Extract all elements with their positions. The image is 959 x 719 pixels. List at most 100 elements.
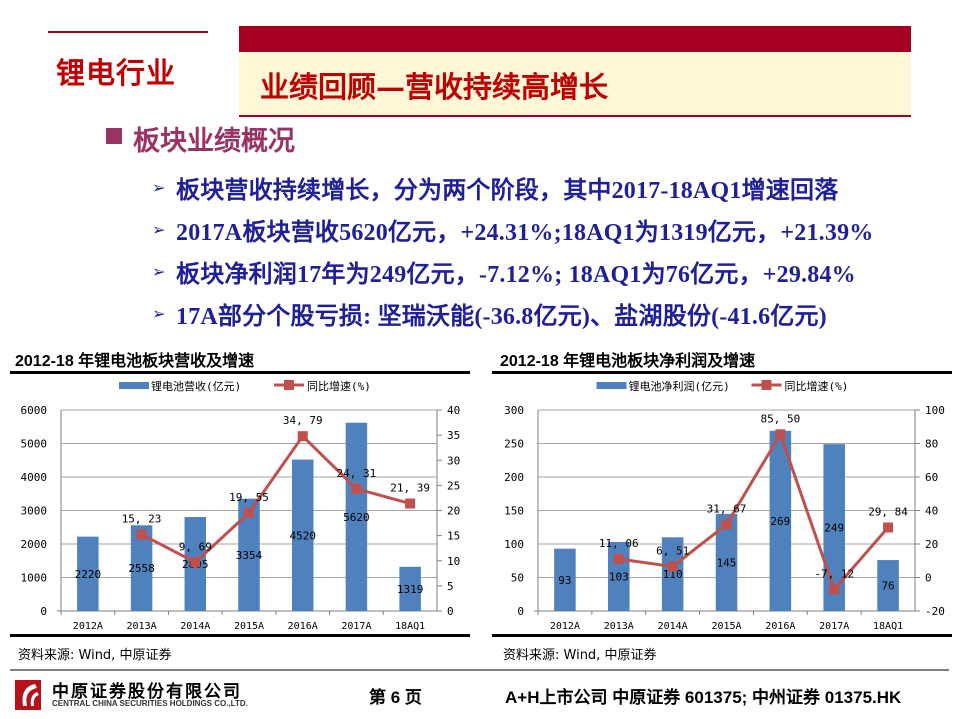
svg-text:2013A: 2013A [604,621,634,632]
line-marker-icon [405,498,416,509]
section-title: 板块业绩概况 [133,126,295,157]
svg-text:80: 80 [925,438,938,451]
svg-text:0: 0 [517,605,524,618]
svg-text:1319: 1319 [397,583,424,596]
svg-text:34, 79: 34, 79 [283,414,323,427]
svg-text:0: 0 [447,605,454,618]
svg-text:2220: 2220 [75,568,102,581]
chart-legend: 锂电池营收(亿元) 同比增速(%) [119,379,371,393]
svg-text:103: 103 [609,570,629,583]
line-marker-icon [721,519,732,530]
sector-rule [48,31,208,33]
svg-text:250: 250 [504,438,524,451]
svg-text:2013A: 2013A [127,621,157,632]
svg-text:锂电池营收(亿元): 锂电池营收(亿元) [151,379,241,393]
line-marker-icon [613,553,624,564]
legend-line-marker-icon [761,380,772,390]
growth-line [618,430,890,593]
svg-text:2016A: 2016A [765,621,795,632]
svg-text:50: 50 [511,572,524,585]
chart-bar [823,444,845,611]
svg-text:2012A: 2012A [73,621,103,632]
listing-info: A+H上市公司 中原证券 601375; 中州证券 01375.HK [505,688,902,707]
line-marker-icon [667,561,678,572]
bullet-item: ➢ 2017A板块营收5620亿元，+24.31%;18AQ1为1319亿元，+… [152,212,873,247]
svg-text:同比增速(%): 同比增速(%) [785,379,849,393]
header-bar-top [239,26,911,52]
chart-rule-top [492,371,952,374]
profit-chart: 锂电池净利润(亿元) 同比增速(%) 0 50 100 150 200 250 300 -20 0 2… [504,379,945,632]
bullet-text: 板块营收持续增长，分为两个阶段，其中2017-18AQ1增速回落 [176,178,839,204]
svg-text:10: 10 [447,555,460,568]
svg-text:40: 40 [447,404,460,417]
svg-text:4000: 4000 [21,471,48,484]
svg-text:20: 20 [447,505,460,518]
svg-text:9, 69: 9, 69 [179,540,212,553]
svg-text:11, 06: 11, 06 [599,537,639,550]
header-bar-underline [239,115,911,117]
svg-text:2016A: 2016A [288,621,318,632]
chart-bar [661,537,684,611]
square-bullet-icon [106,128,122,144]
chart-bar [238,498,260,611]
line-marker-icon [351,483,362,494]
svg-text:2000: 2000 [21,538,48,551]
company-logo-icon [15,680,41,710]
svg-text:93: 93 [558,574,571,587]
svg-text:30: 30 [447,454,460,467]
svg-text:15: 15 [447,530,460,543]
arrow-bullet-icon: ➢ [152,220,166,239]
sector-label: 锂电行业 [56,56,177,90]
svg-text:2017A: 2017A [819,621,849,632]
growth-line [140,433,411,565]
chart-bar [877,560,899,611]
svg-text:21, 39: 21, 39 [390,482,430,495]
chart-legend: 锂电池净利润(亿元) 同比增速(%) [596,379,849,393]
bullet-text: 17A部分个股亏损: 坚瑞沃能(-36.8亿元)、盐湖股份(-41.6亿元) [176,304,827,330]
arrow-bullet-icon: ➢ [152,178,166,197]
svg-text:150: 150 [504,505,524,518]
svg-text:-20: -20 [925,605,945,618]
chart-rule-bottom [10,634,470,637]
svg-text:2015A: 2015A [234,621,264,632]
svg-text:2017A: 2017A [341,621,371,632]
chart-bar [554,548,576,611]
svg-text:3000: 3000 [21,505,48,518]
svg-text:2012A: 2012A [550,621,580,632]
svg-text:35: 35 [447,429,460,442]
svg-text:锂电池净利润(亿元): 锂电池净利润(亿元) [629,379,730,393]
line-marker-icon [297,431,308,442]
svg-text:20: 20 [925,538,938,551]
svg-text:85, 50: 85, 50 [760,412,800,425]
svg-text:3354: 3354 [236,549,263,562]
svg-text:1000: 1000 [21,572,48,585]
svg-text:15, 23: 15, 23 [122,512,162,525]
svg-text:249: 249 [824,522,844,535]
svg-text:31, 67: 31, 67 [707,502,747,515]
arrow-bullet-icon: ➢ [152,262,166,281]
line-marker-icon [136,529,147,540]
chart-source: 资料来源: Wind, 中原证券 [18,648,172,663]
svg-text:2014A: 2014A [180,621,210,632]
bullet-item: ➢ 板块净利润17年为249亿元，-7.12%; 18AQ1为76亿元，+29.… [152,254,856,289]
legend-bar-swatch-icon [119,382,149,389]
svg-text:6000: 6000 [21,404,48,417]
svg-text:5: 5 [447,580,454,593]
bullet-text: 2017A板块营收5620亿元，+24.31%;18AQ1为1319亿元，+21… [176,220,874,246]
chart-source: 资料来源: Wind, 中原证券 [503,648,657,663]
svg-text:18AQ1: 18AQ1 [873,621,903,632]
chart-title-profit: 2012-18 年锂电池板块净利润及增速 [500,353,756,370]
chart-rule-top [10,371,470,374]
footer-rule [10,669,949,671]
chart-bar [345,422,368,611]
svg-text:25: 25 [447,479,460,492]
line-marker-icon [775,429,786,440]
svg-text:145: 145 [717,556,737,569]
svg-text:2014A: 2014A [658,621,688,632]
svg-text:19, 55: 19, 55 [229,491,269,504]
svg-text:0: 0 [925,572,932,585]
chart-bar [399,566,421,611]
svg-text:5620: 5620 [343,511,370,524]
chart-bar [291,459,314,611]
svg-text:60: 60 [925,471,938,484]
